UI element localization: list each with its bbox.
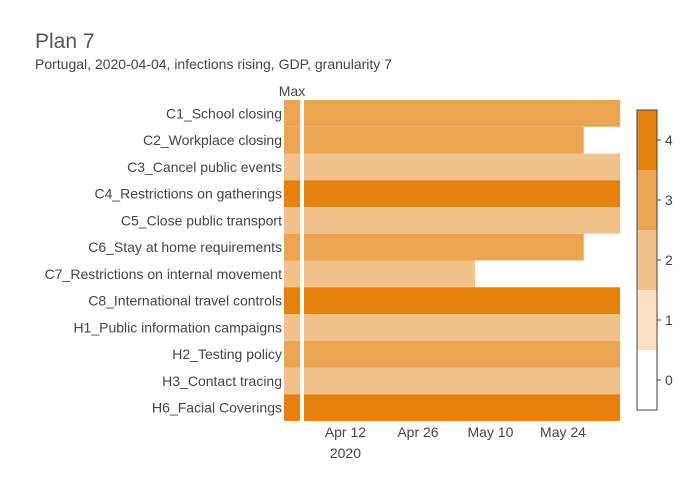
colorbar-segment <box>637 350 657 410</box>
row-label: H3_Contact tracing <box>162 373 282 389</box>
max-cell <box>284 260 300 288</box>
row-label: C7_Restrictions on internal movement <box>45 266 282 282</box>
max-cell <box>284 287 300 314</box>
max-cell <box>284 233 300 261</box>
plan-cell <box>304 314 620 341</box>
colorbar-segment <box>637 170 657 230</box>
x-tick-label: May 10 <box>468 424 514 440</box>
plan-cell <box>304 394 620 421</box>
plan-cell <box>304 180 620 207</box>
plan-cell <box>304 126 584 154</box>
max-cell <box>284 153 300 181</box>
max-column-label: Max <box>279 83 305 99</box>
colorbar-tick-label: 4 <box>665 132 673 148</box>
plan-cell <box>304 287 620 314</box>
row-label: C1_School closing <box>166 105 282 121</box>
plan-cell <box>304 153 620 181</box>
colorbar-tick-label: 3 <box>665 192 673 208</box>
max-cell <box>284 180 300 207</box>
colorbar-segment <box>637 230 657 290</box>
plan-cell <box>304 207 620 234</box>
plan-cell <box>304 260 475 288</box>
x-tick-label: May 24 <box>540 424 586 440</box>
colorbar-tick-label: 1 <box>665 312 673 328</box>
row-label: C5_Close public transport <box>121 212 282 228</box>
colorbar-tick-label: 0 <box>665 372 673 388</box>
colorbar-segment <box>637 290 657 350</box>
x-tick-label: Apr 12 <box>325 424 366 440</box>
row-label: C2_Workplace closing <box>143 132 282 148</box>
max-cell <box>284 207 300 234</box>
row-label: H1_Public information campaigns <box>73 319 282 335</box>
chart-title: Plan 7 <box>35 30 95 53</box>
max-cell <box>284 394 300 421</box>
x-tick-year-label: 2020 <box>330 445 361 461</box>
plan-cell <box>304 233 584 261</box>
row-label: C3_Cancel public events <box>127 159 282 175</box>
chart-subtitle: Portugal, 2020-04-04, infections rising,… <box>35 56 392 72</box>
max-cell <box>284 126 300 154</box>
row-label: C6_Stay at home requirements <box>88 239 282 255</box>
plan-cell <box>304 367 620 395</box>
max-cell <box>284 340 300 368</box>
colorbar-segment <box>637 110 657 170</box>
colorbar-tick-label: 2 <box>665 252 673 268</box>
max-cell <box>284 367 300 395</box>
x-tick-label: Apr 26 <box>397 424 438 440</box>
row-label: H6_Facial Coverings <box>152 400 282 416</box>
row-label: H2_Testing policy <box>172 346 282 362</box>
plan-cell <box>304 100 620 127</box>
row-label: C8_International travel controls <box>88 293 282 309</box>
plan-cell <box>304 340 620 368</box>
row-label: C4_Restrictions on gatherings <box>94 186 282 202</box>
max-cell <box>284 314 300 341</box>
max-cell <box>284 100 300 127</box>
